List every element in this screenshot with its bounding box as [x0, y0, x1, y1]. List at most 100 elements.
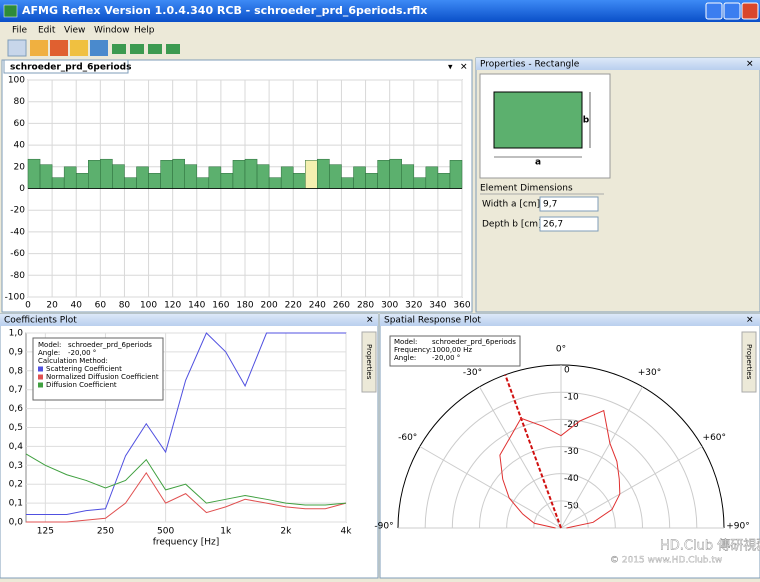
well[interactable] — [413, 177, 427, 189]
well[interactable] — [280, 166, 294, 189]
panel-close[interactable]: ✕ — [746, 60, 754, 70]
side-tab-label: Properties — [745, 344, 753, 380]
well[interactable] — [112, 164, 125, 189]
well[interactable] — [196, 177, 210, 189]
well[interactable] — [51, 177, 65, 189]
panel-close[interactable]: ✕ — [746, 316, 754, 326]
well[interactable] — [148, 173, 161, 189]
well[interactable] — [449, 160, 463, 189]
panel-header — [380, 314, 760, 326]
well[interactable] — [63, 166, 77, 189]
r-tick-label: 0 — [564, 366, 570, 376]
close-button[interactable] — [741, 2, 759, 20]
x-tick-label: 200 — [261, 301, 278, 311]
tool-button[interactable] — [166, 44, 180, 54]
watermark: © 2015 www.HD.Club.tw — [610, 556, 722, 566]
field-value: 26,7 — [543, 220, 563, 230]
menu-item[interactable]: View — [64, 26, 85, 36]
well[interactable] — [305, 160, 318, 189]
document-tab[interactable] — [3, 59, 129, 74]
well[interactable] — [389, 158, 402, 189]
series-line — [26, 471, 347, 523]
well[interactable] — [172, 158, 185, 189]
menu-item[interactable]: Help — [134, 26, 155, 36]
field-input[interactable] — [539, 216, 599, 232]
tool-button[interactable] — [7, 39, 27, 57]
well[interactable] — [377, 160, 390, 189]
r-tick-label: -10 — [564, 393, 579, 403]
legend-info-value: schroeder_prd_6periods — [432, 338, 516, 346]
r-tick-label: -20 — [564, 420, 579, 430]
well[interactable] — [365, 173, 378, 189]
menu-item[interactable]: File — [12, 26, 28, 36]
well[interactable] — [437, 173, 451, 189]
tool-button[interactable] — [148, 44, 162, 54]
well[interactable] — [184, 164, 198, 189]
well[interactable] — [27, 158, 41, 189]
maximize-button[interactable] — [723, 2, 741, 20]
tab-dropdown[interactable]: ▾ — [448, 63, 453, 73]
legend-info-label: Angle: — [394, 354, 416, 362]
x-tick-label: 4k — [341, 527, 353, 537]
tab-close[interactable]: ✕ — [460, 63, 468, 73]
well[interactable] — [88, 160, 101, 189]
well[interactable] — [124, 177, 137, 189]
menu-item[interactable]: Edit — [38, 26, 56, 36]
side-tab[interactable] — [741, 331, 757, 393]
side-tab[interactable] — [361, 331, 377, 393]
panel-title: Coefficients Plot — [4, 316, 77, 326]
well[interactable] — [75, 173, 89, 189]
well[interactable] — [292, 173, 306, 189]
x-tick-label: 2k — [280, 527, 292, 537]
theta-tick-label: +60° — [703, 433, 727, 443]
tool-button[interactable] — [70, 40, 88, 56]
well[interactable] — [136, 166, 149, 189]
well[interactable] — [232, 160, 246, 189]
tool-button[interactable] — [50, 40, 68, 56]
x-tick-label: 80 — [119, 301, 131, 311]
tool-button[interactable] — [130, 44, 144, 54]
theta-tick-label: -90° — [374, 522, 393, 532]
tool-button[interactable] — [112, 44, 126, 54]
well[interactable] — [244, 158, 258, 189]
watermark: HD.Club 傳研視務所 — [660, 539, 760, 554]
well[interactable] — [268, 177, 282, 189]
x-tick-label: 40 — [70, 301, 82, 311]
series-line — [25, 453, 347, 506]
series-line — [26, 332, 346, 515]
well[interactable] — [208, 166, 222, 189]
angle-marker — [504, 374, 562, 529]
field-label: Width a [cm]: — [482, 200, 543, 210]
tool-button[interactable] — [90, 40, 108, 56]
panel-close[interactable]: ✕ — [366, 316, 374, 326]
y-tick-label: 60 — [14, 119, 26, 129]
x-tick-label: 1k — [220, 527, 232, 537]
legend-info-value: schroeder_prd_6periods — [68, 341, 152, 349]
field-input[interactable] — [539, 196, 599, 212]
x-axis-label: frequency [Hz] — [153, 538, 220, 548]
well[interactable] — [160, 160, 173, 189]
well[interactable] — [425, 166, 439, 189]
legend-info-value: -20,00 ° — [432, 354, 460, 362]
well[interactable] — [401, 164, 415, 189]
y-tick-label: 0,0 — [9, 518, 24, 528]
minimize-button[interactable] — [705, 2, 723, 20]
well[interactable] — [329, 164, 342, 189]
well[interactable] — [100, 158, 113, 189]
x-tick-label: 300 — [381, 301, 398, 311]
well[interactable] — [256, 164, 270, 189]
well[interactable] — [39, 164, 53, 189]
well[interactable] — [353, 166, 366, 189]
r-tick-label: -30 — [564, 447, 579, 457]
menu-item[interactable]: Window — [94, 26, 130, 36]
y-tick-label: 0 — [19, 184, 25, 194]
x-tick-label: 280 — [357, 301, 374, 311]
theta-tick-label: -30° — [463, 368, 482, 378]
well[interactable] — [317, 158, 330, 189]
legend-box — [32, 337, 164, 401]
tool-button[interactable] — [30, 40, 48, 56]
well[interactable] — [220, 173, 234, 189]
x-tick-label: 160 — [212, 301, 229, 311]
well[interactable] — [341, 177, 354, 189]
title-bar — [0, 0, 760, 22]
